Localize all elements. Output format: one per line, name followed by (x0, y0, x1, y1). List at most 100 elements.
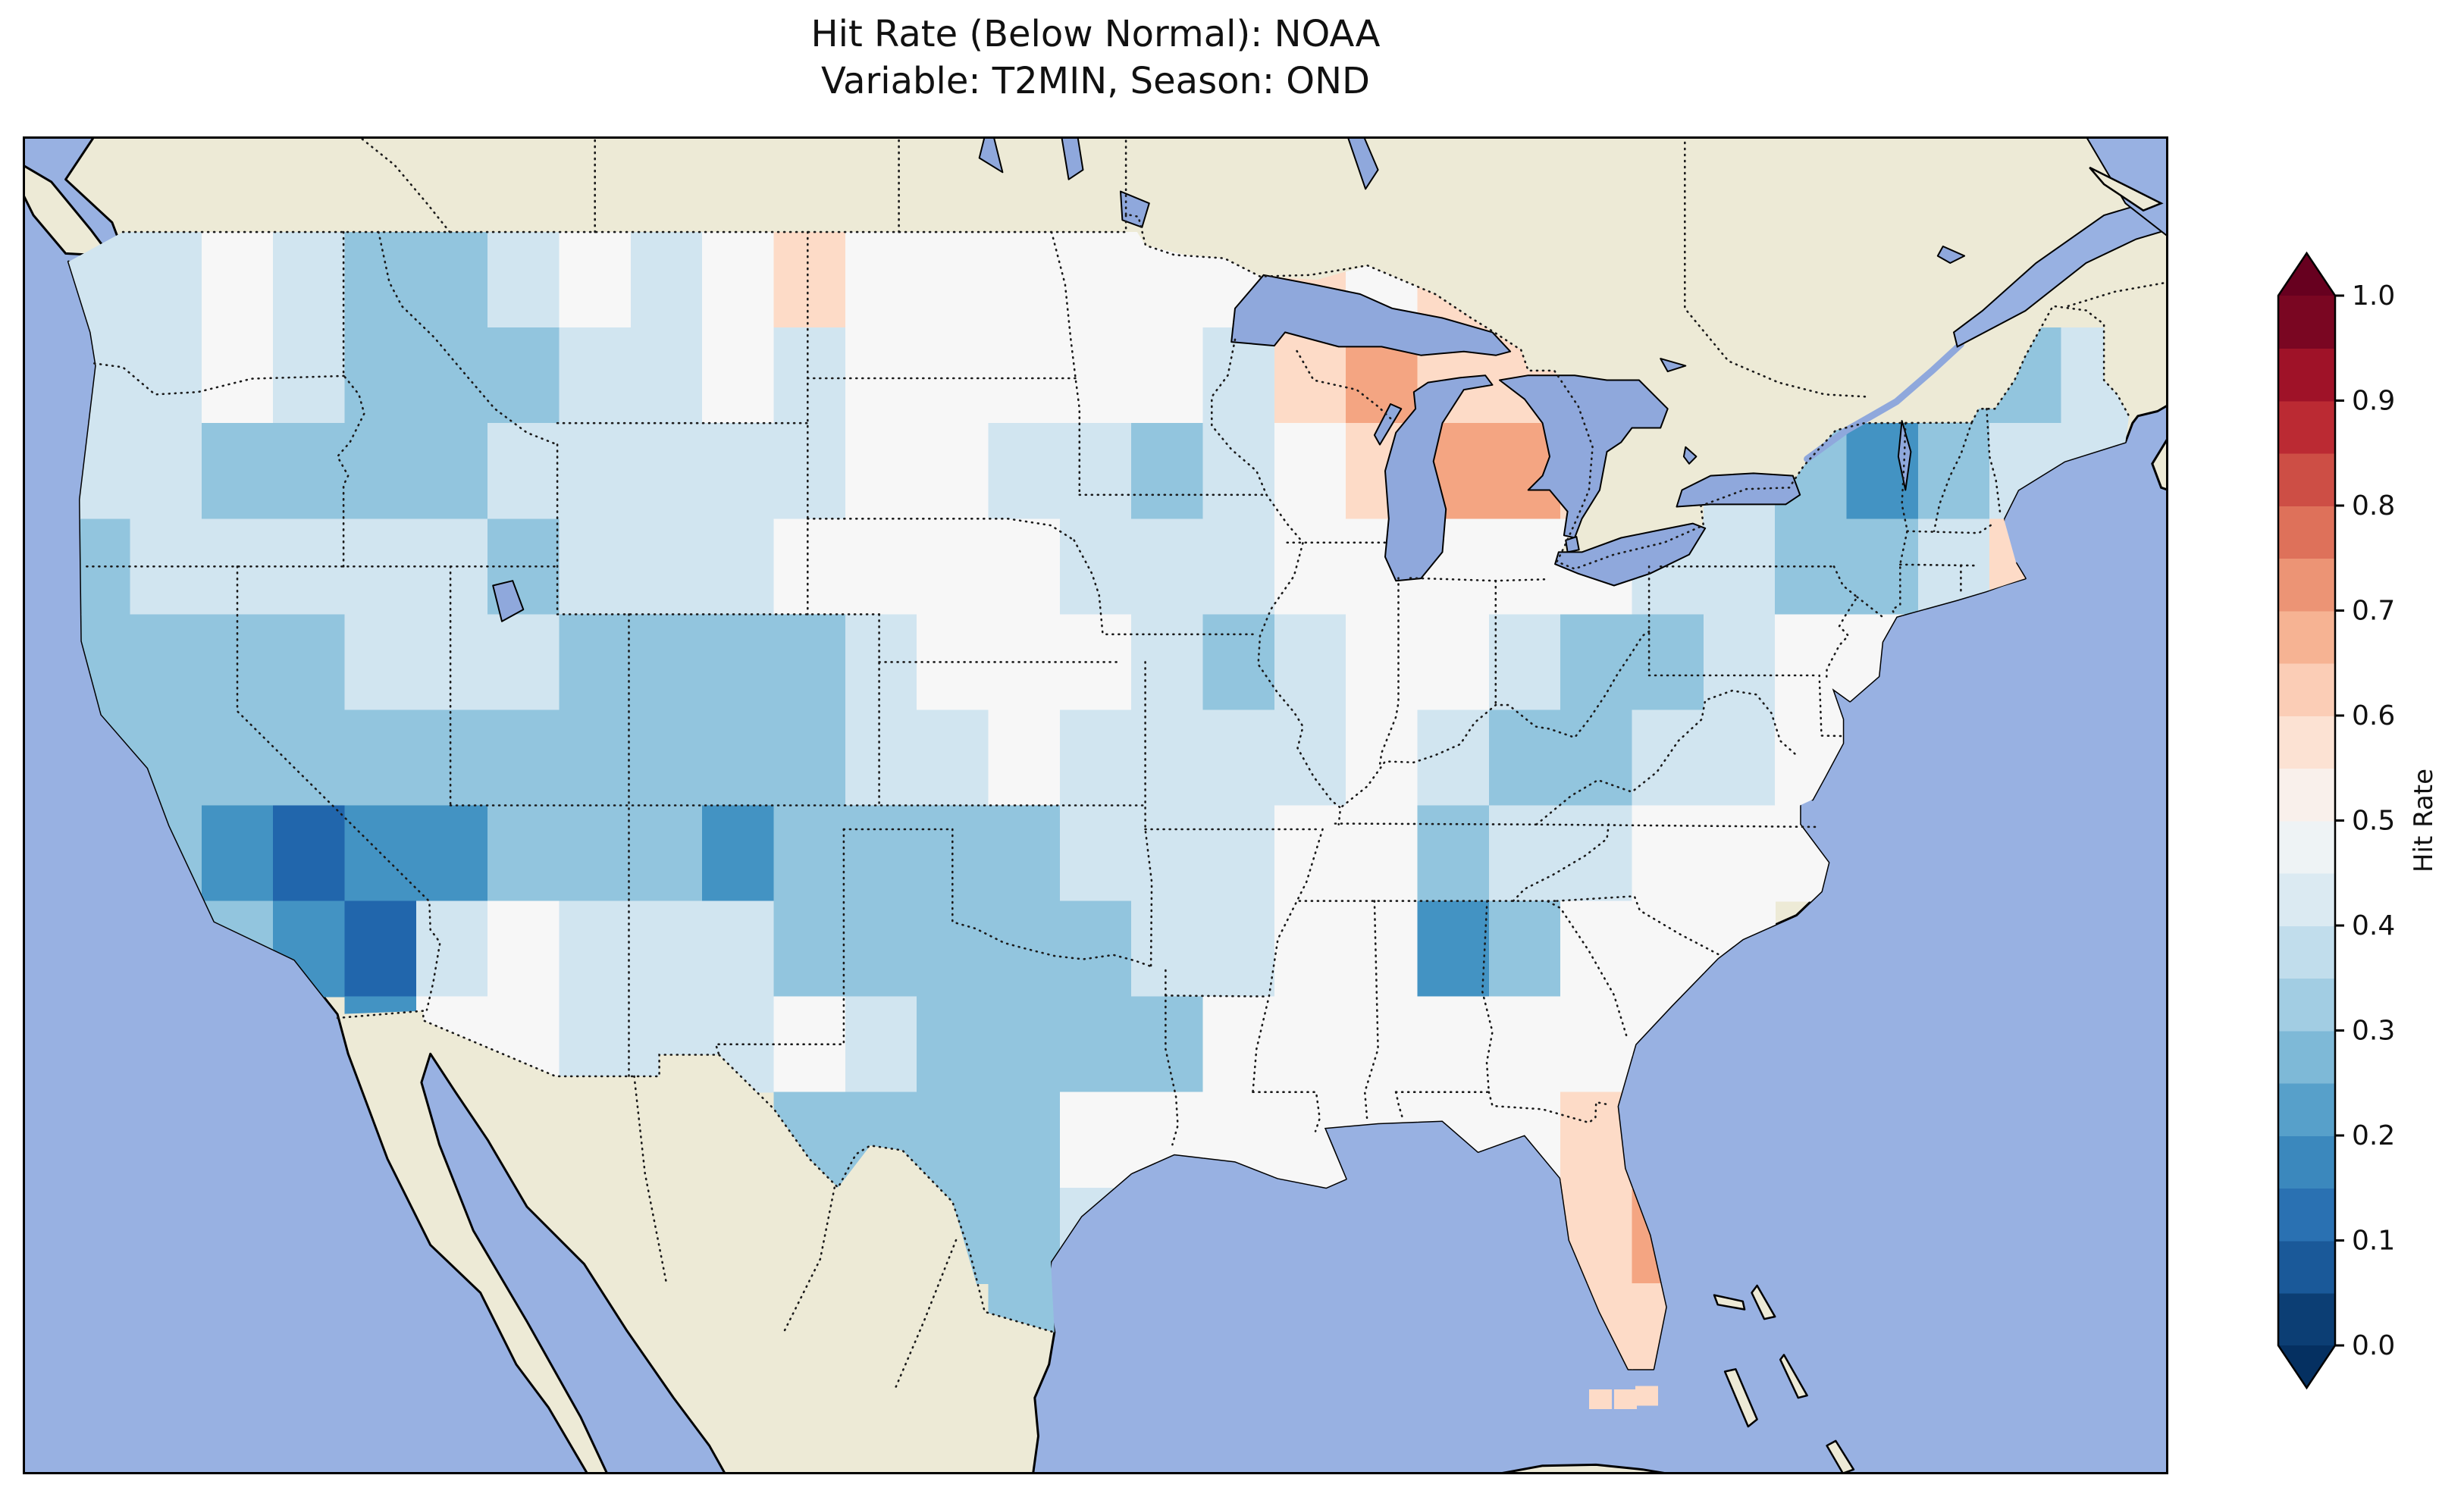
heatmap-cell (917, 1092, 989, 1189)
heatmap-cell (487, 900, 560, 998)
heatmap-cell (1274, 709, 1347, 807)
heatmap-cell (845, 805, 918, 902)
heatmap-cell (344, 518, 417, 615)
admin-border-dotted (1818, 674, 1845, 738)
admin-border-dotted (1165, 969, 1179, 1146)
heatmap-cell (845, 423, 918, 520)
lake (1660, 358, 1687, 373)
colorbar-tick-label: 0.1 (2352, 1226, 2395, 1257)
heatmap-cell (1703, 709, 1776, 807)
colorbar-axis-label: Hit Rate (2409, 769, 2439, 872)
lake (1120, 190, 1150, 228)
heatmap-cell (273, 805, 346, 902)
lake (978, 136, 1004, 174)
heatmap-cell-keys (1635, 1386, 1659, 1406)
lake (1230, 274, 1512, 356)
heatmap-cell (917, 709, 989, 807)
heatmap-cell (344, 709, 417, 807)
colorbar-segments (2278, 253, 2335, 1388)
heatmap-cell (988, 423, 1061, 520)
colorbar-segment (2278, 296, 2335, 349)
heatmap-cell (845, 709, 918, 807)
colorbar-segment (2278, 348, 2335, 402)
heatmap-cell-keys (1588, 1389, 1612, 1409)
admin-border-dotted (2067, 281, 2168, 308)
heatmap-cell (1417, 614, 1490, 711)
heatmap-cell (1059, 805, 1133, 902)
colorbar-segment (2278, 820, 2335, 874)
admin-border-dotted (236, 565, 441, 1011)
heatmap-cell (917, 232, 989, 329)
heatmap-cell (1346, 805, 1419, 902)
admin-border-dotted (1986, 407, 2002, 515)
colorbar-tick-label: 0.5 (2352, 806, 2395, 837)
colorbar-frame-and-label: Hit Rate (2277, 251, 2439, 1390)
heatmap-cell (773, 900, 846, 998)
colorbar-segment (2278, 1030, 2335, 1084)
heatmap-cell (559, 232, 632, 329)
heatmap-cell (559, 327, 632, 424)
chart-title-line2: Variable: T2MIN, Season: OND (821, 60, 1370, 102)
heatmap-cell (630, 518, 704, 615)
heatmap-cell (559, 900, 632, 998)
colorbar-segment (2278, 610, 2335, 664)
heatmap-cell (1632, 709, 1704, 807)
heatmap-cell (201, 232, 274, 329)
us-hit-rate-map (23, 136, 2168, 1474)
colorbar-segment (2278, 978, 2335, 1032)
colorbar-ticks: 1.0 0.9 0.8 0.7 0.6 0.5 0.4 0.3 0.2 0.1 0.0 (2335, 280, 2395, 1361)
heatmap-cell (1202, 709, 1275, 807)
heatmap-cell (1059, 518, 1133, 615)
heatmap-cell (702, 709, 775, 807)
heatmap-cell (1131, 423, 1204, 520)
heatmap-cell (273, 423, 346, 520)
lake (1499, 374, 1669, 539)
admin-border-dotted (1073, 539, 1258, 636)
admin-border-dotted (1481, 900, 1494, 1093)
heatmap-cell (1274, 423, 1347, 520)
bahamas-island (1779, 1354, 1808, 1399)
colorbar-segment (2278, 453, 2335, 506)
heatmap-cell (1059, 423, 1133, 520)
heatmap-cell (988, 518, 1061, 615)
islands-layer (1713, 166, 2164, 1474)
heatmap-cell (487, 709, 560, 807)
lake (1676, 472, 1801, 508)
admin-border-dotted (377, 230, 559, 446)
heatmap-cell (1059, 327, 1133, 424)
st-lawrence-river (1804, 340, 1964, 462)
heatmap-cell (487, 423, 560, 520)
colorbar-segment (2278, 1188, 2335, 1242)
colorbar-arrow-bottom (2278, 1345, 2335, 1388)
admin-border-dotted (714, 828, 845, 1056)
heatmap-cell (988, 709, 1061, 807)
heatmap-cell (1703, 614, 1776, 711)
admin-border-dotted (93, 362, 349, 396)
heatmap-cell (1274, 805, 1347, 902)
heatmap-cell (988, 805, 1061, 902)
heatmap-cell (917, 327, 989, 424)
heatmap-cell (344, 327, 417, 424)
admin-border-dotted (358, 136, 451, 233)
admin-border-dotted (1856, 596, 1886, 619)
heatmap-cell (415, 709, 489, 807)
admin-border-dotted (1684, 136, 1870, 398)
nova-scotia-tip (2151, 435, 2168, 492)
heatmap-cell (845, 518, 918, 615)
heatmap-cell (273, 614, 346, 711)
heatmap-cell (1417, 900, 1490, 998)
colorbar-tick-label: 0.3 (2352, 1016, 2395, 1047)
heatmap-cell (1488, 900, 1562, 998)
heatmap-cell (630, 900, 704, 998)
heatmap-cell (917, 996, 989, 1093)
st-lawrence-estuary (1952, 195, 2168, 348)
admin-border-dotted (1512, 823, 1610, 902)
heatmap-cell (1417, 805, 1490, 902)
heatmap-cell (773, 232, 846, 329)
anticosti-island (2089, 166, 2164, 212)
colorbar-tick-label: 0.8 (2352, 490, 2395, 521)
heatmap-cell (1059, 996, 1133, 1093)
heatmap-cell (1202, 518, 1275, 615)
admin-border-dotted (1825, 565, 1859, 682)
colorbar-tick-label: 0.2 (2352, 1120, 2395, 1151)
